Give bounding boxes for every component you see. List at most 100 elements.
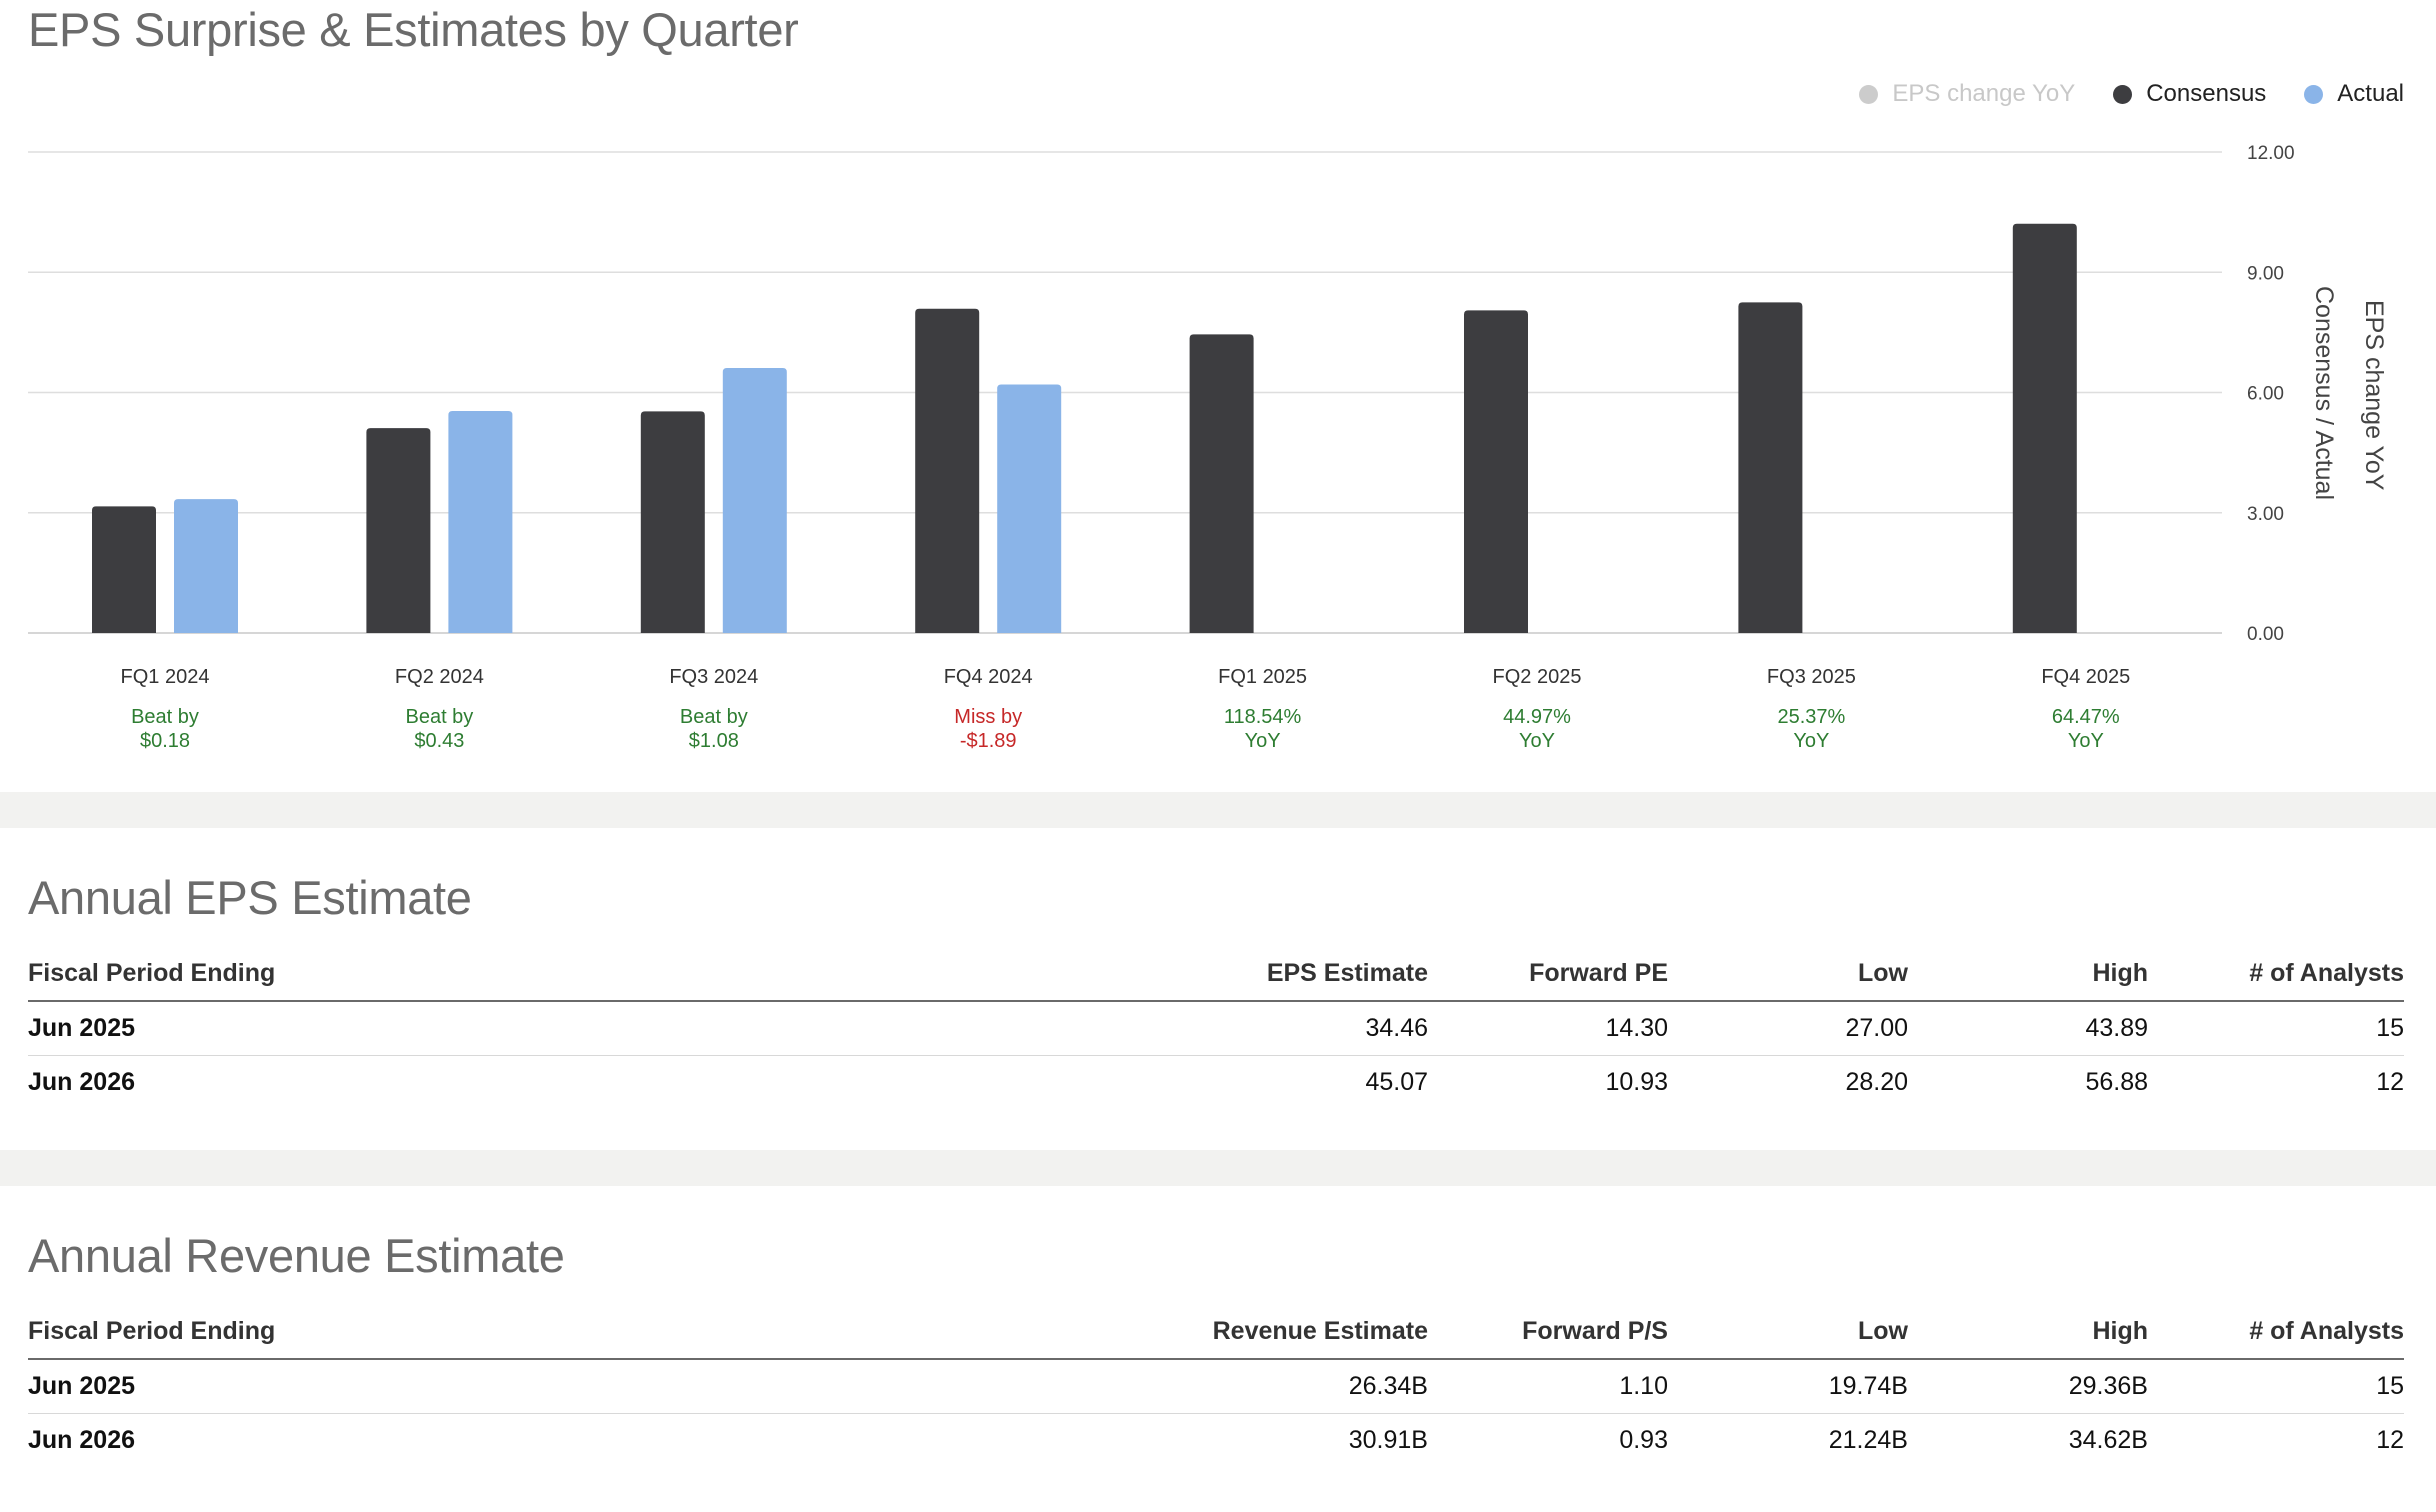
table-row: Jun 2026 45.07 10.93 28.20 56.88 12 — [28, 1055, 2404, 1109]
table-row: Jun 2026 30.91B 0.93 21.24B 34.62B 12 — [28, 1413, 2404, 1467]
x-category-label: FQ2 2024 — [395, 666, 484, 688]
bar-consensus — [1189, 334, 1254, 633]
col-forward-pe[interactable]: Forward PE — [1428, 947, 1668, 1002]
cell-high: 34.62B — [2068, 1425, 2148, 1454]
col-low[interactable]: Low — [1668, 947, 1908, 1002]
cell-revenue-estimate: 26.34B — [1028, 1359, 1428, 1414]
y-tick-label: 0.00 — [2247, 624, 2284, 645]
table-header-row: Fiscal Period Ending Revenue Estimate Fo… — [28, 1305, 2404, 1360]
x-category-label: FQ3 2025 — [1767, 666, 1856, 688]
y-tick-label: 9.00 — [2247, 263, 2284, 284]
y-axis-title-consensus-actual: Consensus / Actual — [2310, 286, 2338, 500]
revenue-table-title: Annual Revenue Estimate — [28, 1229, 565, 1282]
surprise-annotation: 64.47% — [2052, 706, 2120, 728]
surprise-annotation: $0.43 — [414, 730, 464, 752]
cell-high: 56.88 — [2085, 1067, 2148, 1096]
x-category-label: FQ4 2024 — [944, 666, 1033, 688]
cell-high: 29.36B — [1908, 1359, 2148, 1414]
legend-dot-icon — [2113, 84, 2133, 104]
y-tick-label: 6.00 — [2247, 384, 2284, 405]
surprise-annotation: YoY — [2068, 730, 2104, 752]
legend-item-consensus[interactable]: Consensus — [2113, 80, 2266, 108]
cell-period: Jun 2025 — [28, 1359, 1028, 1414]
bar-actual — [174, 499, 238, 633]
x-category-label: FQ1 2025 — [1218, 666, 1307, 688]
revenue-estimate-panel: Annual Revenue Estimate Fiscal Period En… — [0, 1186, 2436, 1512]
cell-forward-ps: 1.10 — [1428, 1359, 1668, 1414]
surprise-annotation: 25.37% — [1777, 706, 1845, 728]
col-high[interactable]: High — [1908, 1305, 2148, 1360]
legend-item-eps-change-yoy[interactable]: EPS change YoY — [1859, 80, 2075, 108]
chart-title: EPS Surprise & Estimates by Quarter — [28, 3, 799, 56]
cell-eps-estimate: 34.46 — [1028, 1001, 1428, 1056]
cell-high: 43.89 — [1908, 1001, 2148, 1056]
col-analysts[interactable]: # of Analysts — [2148, 1305, 2404, 1360]
surprise-annotation: 44.97% — [1503, 706, 1571, 728]
cell-revenue-estimate: 30.91B — [1348, 1425, 1428, 1454]
cell-forward-pe: 10.93 — [1605, 1067, 1668, 1096]
legend-label: EPS change YoY — [1892, 80, 2076, 107]
y-tick-label: 3.00 — [2247, 504, 2284, 525]
x-category-label: FQ4 2025 — [2041, 666, 2130, 688]
col-forward-ps[interactable]: Forward P/S — [1428, 1305, 1668, 1360]
bar-consensus — [1464, 310, 1528, 633]
eps-table-title: Annual EPS Estimate — [28, 871, 472, 924]
bar-consensus — [915, 308, 980, 633]
table-row: Jun 2025 26.34B 1.10 19.74B 29.36B 15 — [28, 1359, 2404, 1414]
surprise-annotation: Beat by — [405, 706, 473, 728]
surprise-annotation: YoY — [1519, 730, 1555, 752]
col-eps-estimate[interactable]: EPS Estimate — [1028, 947, 1428, 1002]
cell-period: Jun 2026 — [28, 1425, 136, 1454]
bar-consensus — [92, 506, 156, 633]
y-axis-title-eps-change-yoy: EPS change YoY — [2360, 300, 2388, 491]
eps-estimate-table: Fiscal Period Ending EPS Estimate Forwar… — [28, 947, 2404, 1109]
surprise-annotation: YoY — [1793, 730, 1829, 752]
col-revenue-estimate[interactable]: Revenue Estimate — [1028, 1305, 1428, 1360]
surprise-annotation: 118.54% — [1224, 706, 1302, 728]
cell-analysts: 12 — [2376, 1425, 2404, 1454]
revenue-estimate-table: Fiscal Period Ending Revenue Estimate Fo… — [28, 1305, 2404, 1467]
col-analysts[interactable]: # of Analysts — [2148, 947, 2404, 1002]
surprise-annotation: $1.08 — [689, 730, 739, 752]
bars — [92, 223, 2077, 633]
surprise-annotation: YoY — [1245, 730, 1281, 752]
table-row: Jun 2025 34.46 14.30 27.00 43.89 15 — [28, 1001, 2404, 1056]
bar-consensus — [2012, 223, 2077, 633]
cell-forward-pe: 14.30 — [1428, 1001, 1668, 1056]
col-high[interactable]: High — [1908, 947, 2148, 1002]
section-divider — [0, 1150, 2436, 1186]
col-low[interactable]: Low — [1668, 1305, 1908, 1360]
cell-low: 28.20 — [1845, 1067, 1908, 1096]
surprise-annotation: Beat by — [680, 706, 748, 728]
eps-estimate-panel: Annual EPS Estimate Fiscal Period Ending… — [0, 828, 2436, 1150]
cell-analysts: 15 — [2148, 1359, 2404, 1414]
cell-low: 27.00 — [1668, 1001, 1908, 1056]
bar-consensus — [1738, 302, 1803, 633]
legend-dot-icon — [2304, 84, 2324, 104]
bar-actual — [448, 410, 513, 633]
cell-forward-ps: 0.93 — [1619, 1425, 1668, 1454]
cell-period: Jun 2025 — [28, 1001, 1028, 1056]
section-divider — [0, 792, 2436, 828]
surprise-annotation: $0.18 — [140, 730, 190, 752]
cell-eps-estimate: 45.07 — [1365, 1067, 1428, 1096]
cell-analysts: 12 — [2376, 1067, 2404, 1096]
eps-chart-panel: EPS Surprise & Estimates by Quarter EPS … — [28, 3, 2404, 752]
cell-low: 21.24B — [1828, 1425, 1908, 1454]
surprise-annotation: Beat by — [131, 706, 199, 728]
legend-item-actual[interactable]: Actual — [2304, 80, 2404, 108]
x-category-label: FQ1 2024 — [121, 666, 210, 688]
x-category-label: FQ2 2025 — [1493, 666, 1582, 688]
bar-consensus — [640, 411, 705, 633]
col-fiscal-period[interactable]: Fiscal Period Ending — [28, 947, 1028, 1002]
col-fiscal-period[interactable]: Fiscal Period Ending — [28, 1305, 1028, 1360]
cell-period: Jun 2026 — [28, 1067, 136, 1096]
cell-low: 19.74B — [1668, 1359, 1908, 1414]
x-category-label: FQ3 2024 — [669, 666, 758, 688]
table-header-row: Fiscal Period Ending EPS Estimate Forwar… — [28, 947, 2404, 1002]
legend-dot-icon — [1859, 84, 1879, 104]
surprise-annotation: Miss by — [954, 706, 1022, 728]
legend-label: Consensus — [2146, 80, 2267, 107]
